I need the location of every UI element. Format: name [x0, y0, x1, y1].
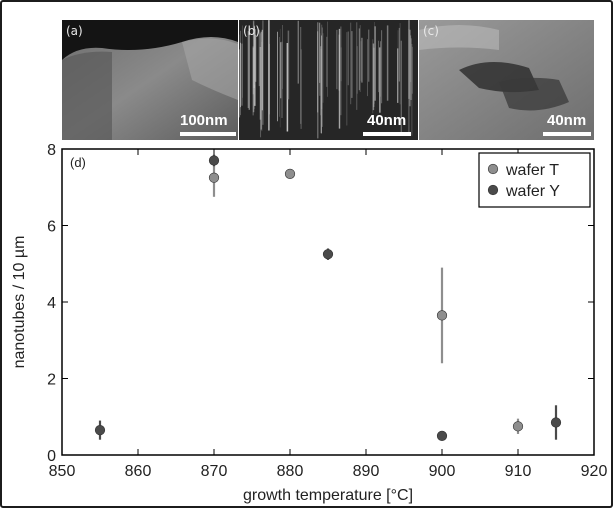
data-point-wafer-t: [208, 172, 220, 183]
micrograph-b: (b) 40nm: [239, 20, 418, 140]
y-tick-label: 0: [47, 448, 56, 465]
legend-label-wafer-y: wafer Y: [505, 183, 560, 200]
scale-label-b: 40nm: [367, 112, 407, 129]
data-point-wafer-y: [208, 155, 220, 166]
legend-marker-wafer-y: [487, 184, 499, 196]
scale-label-a: 100nm: [180, 112, 228, 129]
data-point-wafer-y: [322, 249, 334, 260]
x-tick-label: 850: [49, 463, 76, 480]
microscopy-image-b: [239, 20, 418, 140]
x-tick-label: 920: [581, 463, 608, 480]
scale-bar-b: [363, 132, 411, 136]
data-point-wafer-y: [550, 417, 562, 428]
panel-label-d: (d): [70, 155, 86, 170]
x-tick-label: 890: [353, 463, 380, 480]
x-axis-label: growth temperature [°C]: [243, 487, 413, 504]
y-tick-label: 8: [47, 142, 56, 159]
y-tick-label: 6: [47, 219, 56, 236]
micrograph-a: (a) 100nm: [62, 20, 238, 140]
micrograph-b-label: (b): [243, 24, 260, 38]
scatter-chart: (d) 850 860 870 880 890 900 910 920 0 2 4 6 8 wafer …: [11, 142, 608, 504]
data-point-wafer-t: [512, 421, 524, 432]
scale-label-c: 40nm: [547, 112, 587, 129]
y-tick-label: 2: [47, 372, 56, 389]
legend-box: [478, 152, 591, 208]
micrograph-c: (c) 40nm: [419, 20, 594, 140]
micrograph-a-label: (a): [66, 24, 83, 38]
y-axis-label: nanotubes / 10 µm: [11, 236, 28, 369]
legend-marker-wafer-t: [487, 163, 499, 175]
microscopy-image-c: [419, 20, 594, 140]
microscopy-image-a: [62, 20, 238, 140]
micrograph-c-label: (c): [423, 24, 439, 38]
data-point-wafer-y: [94, 425, 106, 436]
x-tick-label: 900: [429, 463, 456, 480]
data-point-wafer-y: [436, 430, 448, 441]
x-tick-label: 910: [505, 463, 532, 480]
data-point-wafer-t: [436, 310, 448, 321]
data-point-wafer-t: [284, 168, 296, 179]
legend: wafer T wafer Y: [478, 152, 591, 208]
x-tick-label: 870: [201, 463, 228, 480]
y-tick-label: 4: [47, 295, 56, 312]
legend-label-wafer-t: wafer T: [505, 162, 559, 179]
scale-bar-c: [543, 132, 591, 136]
scale-bar-a: [180, 132, 236, 136]
x-tick-label: 860: [125, 463, 152, 480]
x-tick-label: 880: [277, 463, 304, 480]
